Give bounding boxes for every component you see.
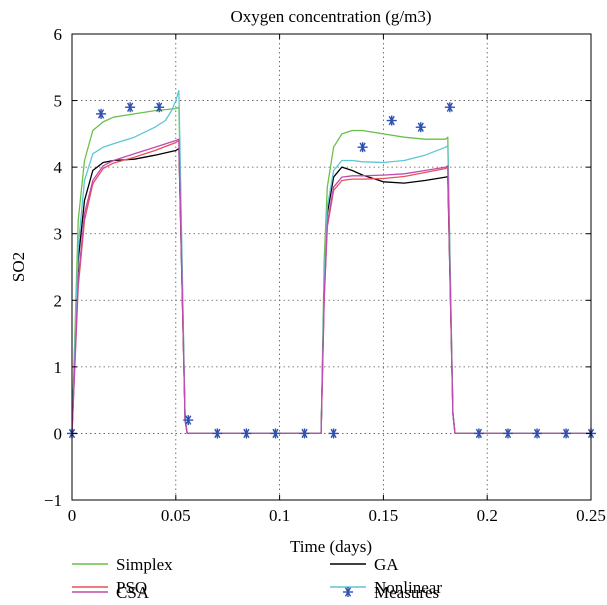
measure-point [96, 108, 107, 119]
x-tick-label: 0.05 [161, 506, 191, 525]
measure-point [502, 428, 513, 439]
measure-point [473, 428, 484, 439]
legend-label: GA [374, 555, 399, 574]
y-axis-label: SO2 [9, 252, 28, 282]
measure-point [444, 102, 455, 113]
y-ticks: −1 0 1 2 3 4 5 6 [44, 25, 591, 510]
y-tick-label: 2 [54, 291, 63, 310]
measure-point [561, 428, 572, 439]
legend-label: Simplex [116, 555, 173, 574]
legend-label: Nonlinear [374, 578, 442, 597]
legend: Simplex GA PSO Nonlinear CSA Measures [72, 555, 442, 602]
y-tick-label: 4 [54, 158, 63, 177]
legend-label: CSA [116, 583, 150, 602]
y-tick-label: 0 [54, 424, 63, 443]
legend-item-pso: PSO [72, 578, 147, 597]
x-tick-label: 0.15 [369, 506, 399, 525]
x-axis-label: Time (days) [290, 537, 372, 556]
series-line-ga [71, 147, 591, 435]
x-tick-label: 0.25 [576, 506, 606, 525]
measure-point [386, 115, 397, 126]
series-line-nonlinear [71, 89, 591, 435]
y-tick-label: −1 [44, 491, 62, 510]
y-tick-label: 3 [54, 225, 63, 244]
y-tick-label: 5 [54, 92, 63, 111]
legend-item-csa: CSA [72, 583, 150, 602]
measure-point [270, 428, 281, 439]
legend-item-measures: Measures [343, 583, 439, 602]
legend-swatch-measures [343, 587, 353, 597]
measure-point [328, 428, 339, 439]
measure-point [125, 102, 136, 113]
x-tick-label: 0.2 [477, 506, 498, 525]
measure-point [241, 428, 252, 439]
measure-point [532, 428, 543, 439]
measure-point [299, 428, 310, 439]
measure-point [212, 428, 223, 439]
legend-label: PSO [116, 578, 147, 597]
legend-item-simplex: Simplex [72, 555, 173, 574]
series-group [67, 89, 596, 439]
measure-point [415, 122, 426, 133]
y-tick-label: 6 [54, 25, 63, 44]
series-line-simplex [71, 106, 591, 435]
measure-point [154, 102, 165, 113]
x-ticks: 0 0.05 0.1 0.15 0.2 0.25 [68, 34, 606, 525]
plot-frame [71, 33, 592, 501]
y-tick-label: 1 [54, 358, 63, 377]
chart-title: Oxygen concentration (g/m3) [230, 7, 431, 26]
measure-point [357, 142, 368, 153]
x-tick-label: 0.1 [269, 506, 290, 525]
series-line-csa [71, 138, 591, 435]
measure-point [183, 415, 194, 426]
legend-item-ga: GA [330, 555, 399, 574]
x-tick-label: 0 [68, 506, 77, 525]
legend-label: Measures [374, 583, 439, 602]
